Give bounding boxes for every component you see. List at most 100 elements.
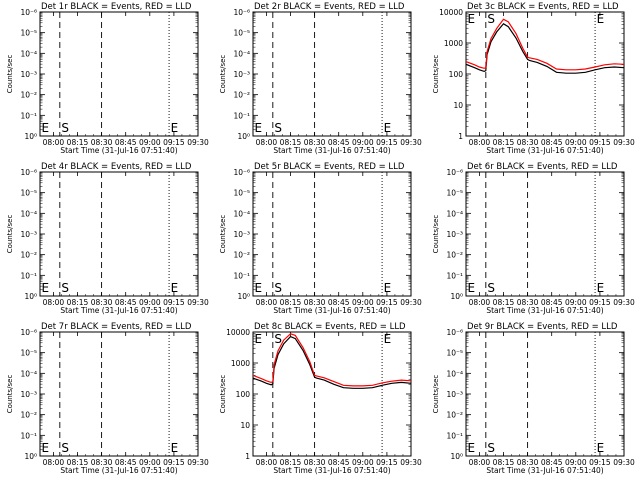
marker-label: E	[255, 332, 263, 346]
y-tick-label: 10⁻⁴	[446, 209, 463, 218]
marker-label: E	[171, 441, 179, 455]
x-tick-label: 09:15	[589, 138, 611, 147]
y-tick-label: 10⁻¹	[446, 431, 463, 440]
x-tick-label: 09:30	[400, 138, 422, 147]
plot-frame	[465, 171, 625, 297]
x-axis-label: Start Time (31-Jul-16 07:51:40)	[486, 146, 603, 155]
y-tick-label: 10⁻³	[233, 230, 250, 239]
x-tick-label: 08:30	[304, 298, 326, 307]
panel-6r: Det 6r BLACK = Events, RED = LLD Counts/s…	[432, 162, 635, 315]
chart-title: Det 9r BLACK = Events, RED = LLD	[467, 322, 618, 332]
x-tick-label: 08:30	[304, 138, 326, 147]
series-lld-line	[253, 333, 411, 387]
x-axis-label: Start Time (31-Jul-16 07:51:40)	[486, 306, 603, 315]
x-tick-label: 08:30	[517, 138, 539, 147]
y-tick-label: 10000	[439, 8, 463, 17]
series-lld-line	[466, 18, 624, 71]
y-tick-label: 10⁻³	[446, 390, 463, 399]
y-tick-label: 10⁻⁴	[233, 49, 250, 58]
x-tick-label: 08:45	[541, 138, 563, 147]
x-tick-label: 08:15	[493, 458, 515, 467]
marker-label: E	[597, 281, 605, 295]
x-tick-label: 09:30	[613, 138, 635, 147]
y-tick-label: 10⁻¹	[20, 111, 37, 120]
y-tick-label: 10⁻²	[20, 91, 37, 100]
y-tick-label: 100	[236, 390, 251, 399]
y-tick-label: 10⁻⁴	[20, 49, 37, 58]
y-tick-label: 10⁰	[450, 292, 463, 301]
y-tick-label: 10⁻⁴	[446, 369, 463, 378]
marker-label: E	[171, 121, 179, 135]
chart-title: Det 5r BLACK = Events, RED = LLD	[254, 162, 405, 172]
plot-frame	[39, 171, 199, 297]
x-tick-label: 08:30	[91, 458, 113, 467]
x-tick-label: 09:30	[187, 458, 209, 467]
x-tick-label: 08:30	[91, 138, 113, 147]
x-tick-label: 09:00	[565, 458, 587, 467]
x-tick-label: 08:15	[493, 138, 515, 147]
y-tick-label: 1	[458, 132, 463, 141]
x-tick-label: 09:00	[352, 458, 374, 467]
y-tick-label: 10⁻²	[233, 91, 250, 100]
x-tick-label: 08:00	[469, 458, 491, 467]
y-tick-label: 10⁻³	[446, 230, 463, 239]
marker-label: S	[274, 121, 282, 135]
y-tick-label: 10⁻⁶	[233, 168, 250, 177]
x-tick-label: 08:30	[517, 298, 539, 307]
x-axis-label: Start Time (31-Jul-16 07:51:40)	[60, 306, 177, 315]
x-axis-label: Start Time (31-Jul-16 07:51:40)	[273, 146, 390, 155]
plot-frame	[465, 331, 625, 457]
y-tick-label: 10⁻⁴	[20, 209, 37, 218]
y-tick-label: 10⁻⁶	[20, 328, 37, 337]
marker-label: E	[384, 281, 392, 295]
panel-7r: Det 7r BLACK = Events, RED = LLD Counts/s…	[6, 322, 209, 475]
marker-label: E	[468, 12, 476, 26]
y-tick-label: 10⁻⁵	[20, 189, 37, 198]
y-tick-label: 10⁻⁵	[446, 349, 463, 358]
y-tick-label: 10⁰	[24, 132, 37, 141]
marker-label: S	[61, 281, 69, 295]
x-tick-label: 09:00	[139, 298, 161, 307]
x-tick-label: 08:00	[43, 458, 65, 467]
marker-label: S	[487, 441, 495, 455]
marker-label: S	[487, 281, 495, 295]
y-tick-label: 1000	[231, 359, 250, 368]
y-tick-label: 10⁻³	[20, 70, 37, 79]
x-tick-label: 09:15	[376, 458, 398, 467]
panel-4r: Det 4r BLACK = Events, RED = LLD Counts/s…	[6, 162, 209, 315]
y-tick-label: 10⁻¹	[233, 271, 250, 280]
chart-title: Det 4r BLACK = Events, RED = LLD	[41, 162, 192, 172]
y-tick-label: 10⁻¹	[446, 271, 463, 280]
x-tick-label: 09:30	[400, 298, 422, 307]
x-tick-label: 08:15	[280, 138, 302, 147]
y-tick-label: 10⁻⁶	[446, 328, 463, 337]
x-tick-label: 08:45	[328, 298, 350, 307]
y-tick-label: 10⁻²	[233, 251, 250, 260]
y-tick-label: 10⁻¹	[233, 111, 250, 120]
x-tick-label: 08:15	[493, 298, 515, 307]
x-tick-label: 08:00	[256, 458, 278, 467]
marker-label: S	[274, 332, 282, 346]
y-tick-label: 10⁻⁵	[233, 29, 250, 38]
x-tick-label: 08:00	[256, 138, 278, 147]
marker-label: S	[61, 121, 69, 135]
series-events-line	[253, 335, 411, 389]
x-tick-label: 08:30	[91, 298, 113, 307]
x-tick-label: 09:30	[613, 298, 635, 307]
panel-5r: Det 5r BLACK = Events, RED = LLD Counts/s…	[219, 162, 422, 315]
x-tick-label: 09:30	[400, 458, 422, 467]
x-axis-label: Start Time (31-Jul-16 07:51:40)	[486, 466, 603, 475]
chart-title: Det 2r BLACK = Events, RED = LLD	[254, 2, 405, 12]
x-tick-label: 08:00	[469, 298, 491, 307]
marker-label: E	[42, 121, 50, 135]
y-tick-label: 10⁻²	[20, 411, 37, 420]
y-tick-label: 10⁻⁵	[446, 189, 463, 198]
y-axis-label: Counts/sec	[6, 215, 14, 254]
x-tick-label: 08:30	[304, 458, 326, 467]
x-tick-label: 09:15	[376, 298, 398, 307]
panel-3c: Det 3c BLACK = Events, RED = LLD Counts/s…	[432, 2, 635, 155]
y-tick-label: 10⁻⁶	[233, 8, 250, 17]
marker-label: E	[384, 332, 392, 346]
x-tick-label: 09:00	[352, 298, 374, 307]
y-tick-label: 10⁻⁵	[233, 189, 250, 198]
